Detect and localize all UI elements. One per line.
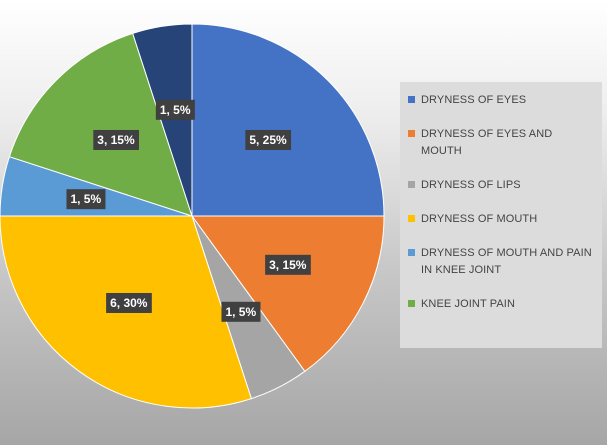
legend-swatch [408,130,415,137]
slice-data-label-box [106,292,152,313]
slice-data-label-text: 1, 5% [225,305,256,319]
slice-data-label-text: 6, 30% [110,296,148,310]
legend-swatch [408,215,415,222]
slice-data-label: 6, 30% [106,292,152,313]
legend-swatch [408,300,415,307]
legend-label: DRYNESS OF EYES AND MOUTH [421,128,553,157]
slice-data-label-text: 1, 5% [160,103,191,117]
legend-label: DRYNESS OF MOUTH AND PAIN IN KNEE JOINT [421,247,592,276]
pie-slice [191,215,385,373]
slice-data-label-box [221,301,261,322]
legend-item: DRYNESS OF LIPS [408,177,596,194]
pie-slice [132,23,193,217]
slice-data-label: 3, 15% [265,254,311,275]
legend-item: DRYNESS OF MOUTH [408,211,596,228]
legend-label: DRYNESS OF LIPS [421,179,521,191]
pie-chart: 5, 25% 3, 15% 1, 5% 6, 30% 1, 5% 3, 15% 1, 5% [0,23,385,409]
legend-label: KNEE JOINT PAIN [421,298,516,310]
slice-data-label-text: 3, 15% [97,133,135,147]
slice-data-label: 3, 15% [93,129,139,150]
slice-data-label-box [265,254,311,275]
slice-data-label: 5, 25% [245,129,292,150]
slice-data-label: 1, 5% [66,189,106,210]
slice-data-label: 1, 5% [221,301,261,322]
legend-label: DRYNESS OF MOUTH [421,213,538,225]
legend-swatch [408,249,415,256]
legend-item: DRYNESS OF MOUTH AND PAIN IN KNEE JOINT [408,245,596,279]
slice-data-label-box [155,99,195,120]
chart-legend: DRYNESS OF EYES DRYNESS OF EYES AND MOUT… [400,82,602,348]
legend-item: DRYNESS OF EYES AND MOUTH [408,126,596,160]
legend-item: DRYNESS OF EYES [408,92,596,109]
slice-data-label-box [93,129,139,150]
legend-label: DRYNESS OF EYES [421,94,527,106]
legend-swatch [408,181,415,188]
slice-data-label: 1, 5% [155,99,195,120]
slice-data-label-text: 3, 15% [269,258,307,272]
slice-data-label-box [66,189,106,210]
slice-data-label-box [245,129,292,150]
legend-item: KNEE JOINT PAIN [408,296,596,313]
slice-data-label-text: 5, 25% [249,133,287,147]
pie-slice [191,23,385,217]
pie-slice [8,32,193,217]
legend-swatch [408,96,415,103]
slice-data-label-text: 1, 5% [70,192,101,206]
